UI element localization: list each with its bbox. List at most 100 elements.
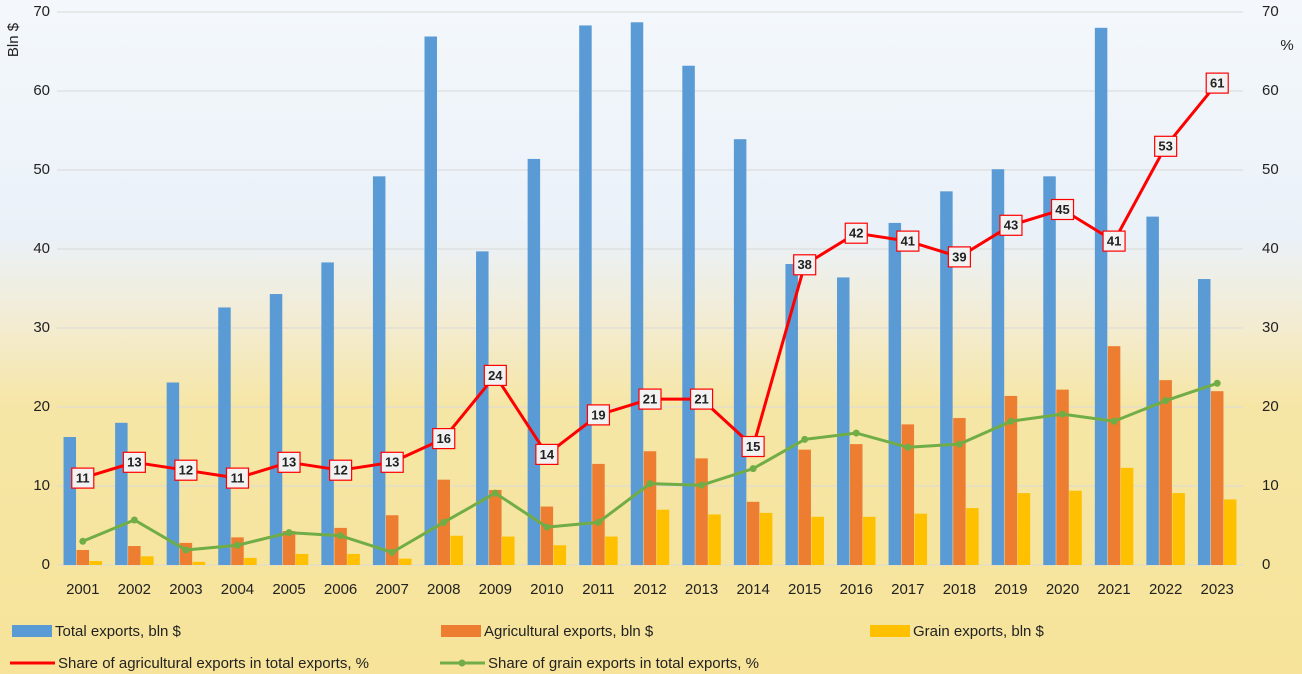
- marker: [286, 529, 293, 536]
- x-tick-label: 2014: [736, 581, 769, 598]
- data-label-box: 12: [330, 460, 352, 480]
- data-label: 39: [952, 249, 966, 264]
- data-label-box: 16: [433, 429, 455, 449]
- marker: [182, 546, 189, 553]
- data-label-box: 11: [226, 468, 248, 488]
- x-tick-label: 2004: [221, 581, 254, 598]
- data-label: 38: [797, 257, 811, 272]
- bar: [141, 556, 154, 565]
- bar: [1043, 176, 1056, 565]
- data-label-box: 41: [897, 231, 919, 251]
- bar: [296, 554, 309, 565]
- x-tick-label: 2012: [633, 581, 666, 598]
- x-tick-label: 2016: [840, 581, 873, 598]
- marker: [647, 480, 654, 487]
- bar: [373, 176, 386, 565]
- marker: [337, 532, 344, 539]
- bar: [128, 546, 141, 565]
- legend-label: Total exports, bln $: [55, 623, 182, 640]
- x-tick-label: 2008: [427, 581, 460, 598]
- bar: [1018, 493, 1031, 565]
- data-label-box: 13: [381, 452, 403, 472]
- y-tick-label: 50: [33, 161, 50, 178]
- marker: [595, 519, 602, 526]
- legend-label: Grain exports, bln $: [913, 623, 1045, 640]
- bar: [489, 490, 502, 565]
- x-tick-label: 2023: [1201, 581, 1234, 598]
- bar: [695, 458, 708, 565]
- legend-label: Share of agricultural exports in total e…: [58, 655, 369, 672]
- marker: [698, 482, 705, 489]
- legend-marker: [459, 660, 466, 667]
- x-tick-label: 2019: [994, 581, 1027, 598]
- marker: [801, 436, 808, 443]
- bar: [541, 507, 554, 565]
- data-label: 43: [1004, 218, 1018, 233]
- y-tick-label: 30: [33, 319, 50, 336]
- bar: [747, 502, 760, 565]
- marker: [440, 519, 447, 526]
- data-label: 13: [385, 455, 399, 470]
- x-tick-label: 2018: [943, 581, 976, 598]
- marker: [1007, 418, 1014, 425]
- y2-axis-label: %: [1280, 37, 1293, 54]
- bar: [863, 517, 876, 565]
- data-label-box: 45: [1052, 200, 1074, 220]
- marker: [904, 444, 911, 451]
- legend-label: Share of grain exports in total exports,…: [488, 655, 759, 672]
- data-label: 21: [643, 392, 657, 407]
- bar: [889, 223, 902, 565]
- data-label-box: 13: [123, 452, 145, 472]
- legend-swatch: [870, 625, 910, 637]
- x-tick-label: 2001: [66, 581, 99, 598]
- bar: [1108, 346, 1121, 565]
- data-label: 61: [1210, 76, 1224, 91]
- data-label: 16: [437, 431, 451, 446]
- y-tick-label: 20: [33, 398, 50, 415]
- bar: [966, 508, 979, 565]
- y2-tick-label: 10: [1262, 477, 1279, 494]
- bar: [1069, 491, 1082, 565]
- bar: [592, 464, 605, 565]
- data-label: 41: [901, 234, 915, 249]
- bar: [798, 450, 811, 565]
- data-label-box: 13: [278, 452, 300, 472]
- data-label: 11: [231, 471, 245, 486]
- y-tick-label: 60: [33, 82, 50, 99]
- y2-tick-label: 20: [1262, 398, 1279, 415]
- bar: [450, 536, 463, 565]
- bar: [193, 562, 206, 565]
- bar: [915, 514, 928, 565]
- bar: [115, 423, 128, 565]
- x-tick-label: 2006: [324, 581, 357, 598]
- data-label: 24: [488, 368, 503, 383]
- data-label-box: 39: [948, 247, 970, 267]
- chart: Bln $ % 01020304050607001020304050607020…: [0, 0, 1302, 674]
- x-tick-label: 2021: [1097, 581, 1130, 598]
- x-tick-label: 2020: [1046, 581, 1079, 598]
- marker: [750, 465, 757, 472]
- bar: [1172, 493, 1185, 565]
- y-tick-label: 10: [33, 477, 50, 494]
- y2-tick-label: 70: [1262, 3, 1279, 20]
- marker: [1162, 397, 1169, 404]
- data-label: 45: [1055, 202, 1069, 217]
- bar: [760, 513, 773, 565]
- x-tick-label: 2022: [1149, 581, 1182, 598]
- data-label-box: 21: [691, 389, 713, 409]
- y2-tick-label: 50: [1262, 161, 1279, 178]
- bar: [270, 294, 283, 565]
- y-tick-label: 70: [33, 3, 50, 20]
- data-label-box: 38: [794, 255, 816, 275]
- marker: [389, 549, 396, 556]
- y2-tick-label: 30: [1262, 319, 1279, 336]
- bar: [399, 559, 412, 565]
- marker: [1059, 411, 1066, 418]
- x-tick-label: 2005: [272, 581, 305, 598]
- data-label: 21: [694, 392, 708, 407]
- marker: [1111, 418, 1118, 425]
- bar: [528, 159, 541, 565]
- marker: [853, 430, 860, 437]
- legend-label: Agricultural exports, bln $: [484, 623, 654, 640]
- bar: [837, 277, 850, 565]
